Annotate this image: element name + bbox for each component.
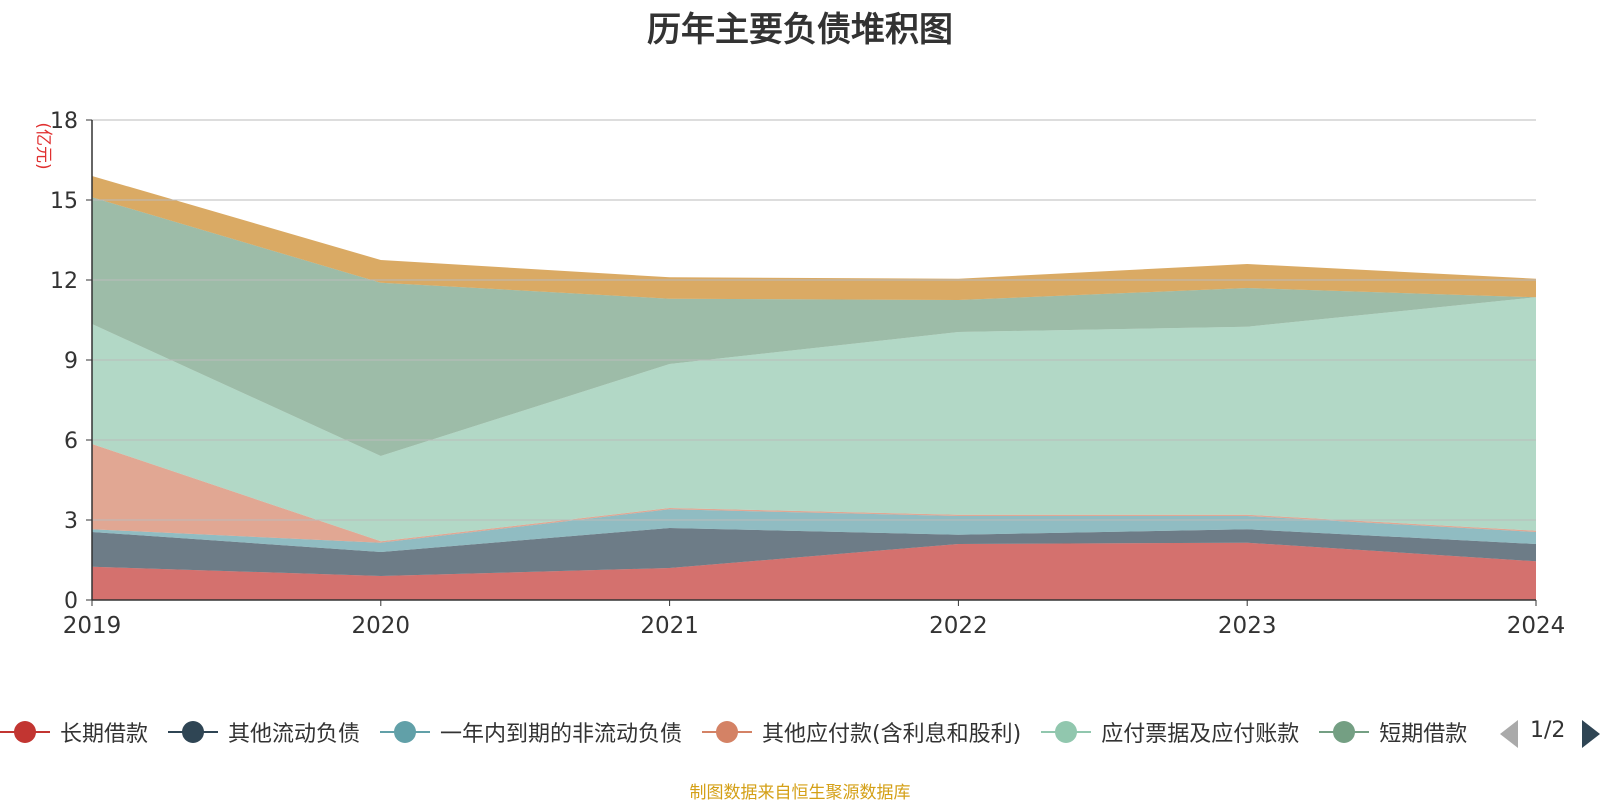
y-tick-label: 3 (64, 509, 78, 534)
legend-item[interactable]: 短期借款 (1319, 712, 1467, 752)
x-tick-label: 2019 (63, 613, 122, 639)
legend: 长期借款 其他流动负债 一年内到期的非流动负债 其他应付款(含利息和股利) 应付票据及应… (0, 712, 1600, 752)
area-series-0 (92, 542, 1536, 600)
legend-page-indicator: 1/2 (1530, 718, 1566, 743)
legend-marker-icon (702, 717, 753, 747)
legend-label: 应付票据及应付账款 (1101, 722, 1300, 747)
area-series-1 (92, 528, 1536, 576)
legend-marker-icon (0, 717, 50, 747)
y-tick-label: 6 (64, 429, 78, 454)
legend-marker-icon (1041, 717, 1092, 747)
legend-pager: 1/2 (1500, 712, 1600, 752)
chart-title: 历年主要负债堆积图 (647, 10, 953, 50)
legend-label: 长期借款 (60, 722, 149, 747)
y-tick-label: 9 (64, 349, 78, 374)
legend-marker-icon (380, 717, 431, 747)
legend-label: 短期借款 (1379, 722, 1468, 747)
x-tick-label: 2023 (1218, 613, 1277, 639)
source-note: 制图数据来自恒生聚源数据库 (689, 783, 911, 803)
legend-marker-icon (1319, 717, 1370, 747)
x-tick-label: 2021 (640, 613, 699, 639)
legend-label: 其他流动负债 (228, 722, 361, 747)
legend-item[interactable]: 其他应付款(含利息和股利) (702, 712, 1021, 752)
legend-item[interactable]: 应付票据及应付账款 (1041, 712, 1299, 752)
x-tick-label: 2022 (929, 613, 988, 639)
area-series-6 (92, 176, 1536, 300)
legend-item[interactable]: 一年内到期的非流动负债 (380, 712, 682, 752)
prev-page-icon[interactable] (1500, 720, 1518, 748)
next-page-icon[interactable] (1582, 720, 1600, 748)
area-series-4 (92, 297, 1536, 542)
y-tick-label: 18 (50, 109, 78, 134)
x-tick-label: 2020 (352, 613, 411, 639)
area-series-5 (92, 197, 1536, 457)
y-tick-label: 12 (50, 269, 78, 294)
y-axis-label: (亿元) (33, 122, 53, 169)
area-series-3 (92, 444, 1536, 543)
legend-item[interactable]: 长期借款 (0, 712, 148, 752)
legend-label: 一年内到期的非流动负债 (440, 722, 683, 747)
x-tick-label: 2024 (1507, 613, 1566, 639)
legend-label: 其他应付款(含利息和股利) (762, 722, 1022, 747)
y-tick-label: 15 (50, 189, 78, 214)
legend-item[interactable]: 其他流动负债 (168, 712, 360, 752)
y-tick-label: 0 (64, 589, 78, 614)
legend-marker-icon (168, 717, 219, 747)
